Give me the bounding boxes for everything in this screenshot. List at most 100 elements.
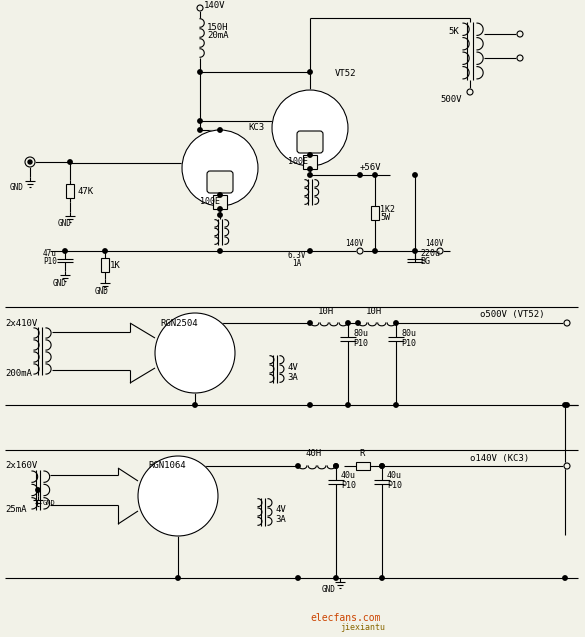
Text: elecfans.com: elecfans.com <box>310 613 380 623</box>
Circle shape <box>218 128 222 132</box>
Circle shape <box>308 153 312 157</box>
FancyBboxPatch shape <box>207 171 233 193</box>
Text: jiexiantu: jiexiantu <box>340 624 385 633</box>
Bar <box>213 195 227 209</box>
Circle shape <box>218 207 222 211</box>
Text: P10: P10 <box>401 338 416 348</box>
Text: 25mA: 25mA <box>5 506 26 515</box>
Circle shape <box>467 89 473 95</box>
Text: 40u: 40u <box>387 471 402 480</box>
Text: 100E: 100E <box>288 157 308 166</box>
Circle shape <box>198 70 202 74</box>
Text: P10: P10 <box>43 257 57 266</box>
Circle shape <box>563 576 567 580</box>
Text: +56V: +56V <box>360 162 381 171</box>
Text: BG: BG <box>420 257 430 266</box>
Text: KC3: KC3 <box>248 124 264 132</box>
Text: 100E: 100E <box>200 197 220 206</box>
Text: 140V: 140V <box>204 1 225 10</box>
Text: 3A: 3A <box>287 373 298 382</box>
Bar <box>66 184 74 198</box>
Text: 2x410V: 2x410V <box>5 318 37 327</box>
Circle shape <box>308 70 312 74</box>
Circle shape <box>358 173 362 177</box>
Circle shape <box>517 55 523 61</box>
Circle shape <box>308 403 312 407</box>
Text: RGN2504: RGN2504 <box>160 318 198 327</box>
Circle shape <box>413 249 417 253</box>
Circle shape <box>308 249 312 253</box>
Circle shape <box>563 403 567 407</box>
Circle shape <box>103 249 107 253</box>
Circle shape <box>272 90 348 166</box>
Circle shape <box>394 403 398 407</box>
Text: 200mA: 200mA <box>5 368 32 378</box>
Circle shape <box>334 576 338 580</box>
Circle shape <box>380 576 384 580</box>
Text: 80u: 80u <box>353 329 368 338</box>
Text: GND: GND <box>322 585 336 594</box>
Text: 140V: 140V <box>425 238 443 248</box>
Circle shape <box>346 321 350 326</box>
Text: 10H: 10H <box>366 306 382 315</box>
Circle shape <box>218 249 222 253</box>
Circle shape <box>63 249 67 253</box>
Circle shape <box>308 321 312 326</box>
Circle shape <box>357 248 363 254</box>
Text: P10: P10 <box>341 482 356 490</box>
Circle shape <box>218 213 222 217</box>
Circle shape <box>565 403 569 407</box>
Text: 5K: 5K <box>448 27 459 36</box>
Circle shape <box>28 160 32 164</box>
Circle shape <box>193 403 197 407</box>
Text: o500V (VT52): o500V (VT52) <box>480 310 545 320</box>
Text: 1K2: 1K2 <box>380 204 395 213</box>
Text: 4V: 4V <box>275 506 285 515</box>
Circle shape <box>334 464 338 468</box>
Circle shape <box>564 463 570 469</box>
Text: o140V (KC3): o140V (KC3) <box>470 454 529 462</box>
Text: 5W: 5W <box>380 213 390 222</box>
Circle shape <box>68 160 72 164</box>
Text: VT52: VT52 <box>335 69 356 78</box>
Text: 47u: 47u <box>43 248 57 257</box>
Text: GND: GND <box>58 220 72 229</box>
Circle shape <box>437 248 443 254</box>
Circle shape <box>308 173 312 177</box>
Text: 47K: 47K <box>78 187 94 196</box>
Text: 220u: 220u <box>420 248 440 257</box>
Circle shape <box>346 403 350 407</box>
Text: 500V: 500V <box>440 96 462 104</box>
Bar <box>303 155 317 169</box>
Text: 3A: 3A <box>275 515 285 524</box>
FancyBboxPatch shape <box>297 131 323 153</box>
Text: 1A: 1A <box>292 259 301 269</box>
Text: GND: GND <box>53 278 67 287</box>
Circle shape <box>198 118 202 123</box>
Circle shape <box>413 173 417 177</box>
Circle shape <box>176 576 180 580</box>
Circle shape <box>25 157 35 167</box>
Text: 80u: 80u <box>401 329 416 338</box>
Text: 1K: 1K <box>110 261 121 269</box>
Circle shape <box>380 464 384 468</box>
Circle shape <box>394 321 398 326</box>
Circle shape <box>356 321 360 326</box>
Text: R: R <box>359 450 364 459</box>
Text: 150H: 150H <box>207 22 229 31</box>
Text: P10: P10 <box>387 482 402 490</box>
Circle shape <box>296 576 300 580</box>
Circle shape <box>334 464 338 468</box>
Text: GND: GND <box>95 287 109 296</box>
Text: 4V: 4V <box>287 362 298 371</box>
Text: GND: GND <box>43 500 56 506</box>
Bar <box>371 206 379 220</box>
Bar <box>101 258 109 272</box>
Text: 40H: 40H <box>306 450 322 459</box>
Text: 10H: 10H <box>318 306 334 315</box>
Text: 140V: 140V <box>345 238 363 248</box>
Text: RGN1064: RGN1064 <box>148 461 185 471</box>
Text: 40u: 40u <box>341 471 356 480</box>
Circle shape <box>380 464 384 468</box>
Bar <box>356 462 370 470</box>
